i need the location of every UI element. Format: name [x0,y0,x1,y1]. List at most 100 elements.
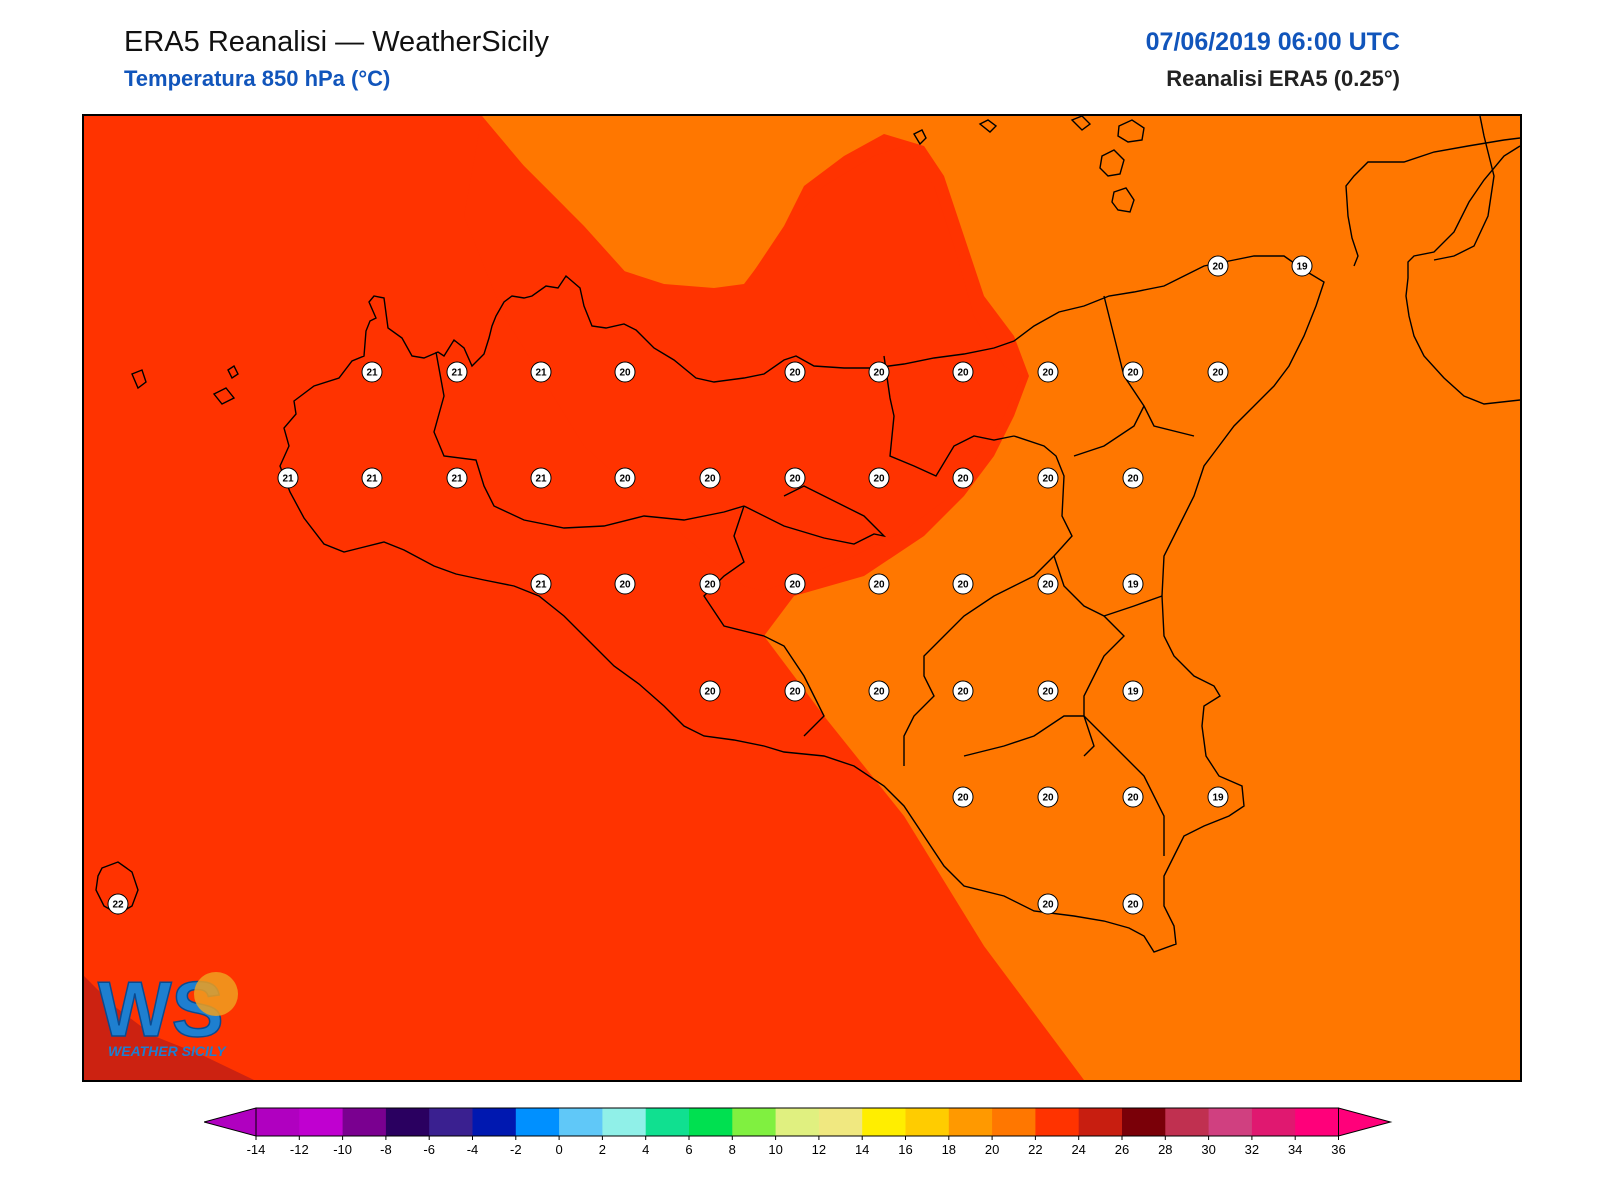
colorbar-segment [1295,1108,1340,1136]
station-marker [614,361,636,383]
island-stromboli [1070,116,1092,131]
station-markers: 20 19 21 21 21 20 20 20 20 20 20 20 21 21 21 21 20 20 20 20… [107,255,1313,915]
station-marker [699,573,721,595]
station-marker [784,361,806,383]
sun-icon [194,972,238,1016]
station-marker [868,467,890,489]
map-subtitle: Temperatura 850 hPa (°C) [124,66,391,91]
station-value: 21 [282,474,294,485]
station-marker [784,467,806,489]
colorbar-segment [905,1108,950,1136]
province-border-3 [743,485,887,545]
province-border-2 [703,505,825,737]
colorbar-frame [255,1107,1339,1137]
station-value: 21 [535,474,547,485]
temperature-map: 20 19 21 21 21 20 20 20 20 20 20 20 21 21 21 21 20 20 20 20… [82,114,1522,1082]
station-marker [952,680,974,702]
station-marker [277,467,299,489]
colorbar-tick-label: 26 [1115,1142,1129,1157]
station-marker [1207,361,1229,383]
colorbar-segment [472,1108,517,1136]
station-value: 20 [957,687,969,698]
colorbar-tick-label: 0 [555,1142,562,1157]
station-marker [614,467,636,489]
station-marker [1291,255,1313,277]
colorbar-tick-label: 16 [898,1142,912,1157]
colorbar-segment [299,1108,344,1136]
station-value: 20 [1127,474,1139,485]
station-value: 21 [535,368,547,379]
station-value: 20 [957,474,969,485]
station-marker [952,361,974,383]
forecast-datetime: 07/06/2019 06:00 UTC [1145,28,1400,56]
station-value: 20 [1042,474,1054,485]
colorbar-segment [602,1108,647,1136]
island-levanzo [227,364,239,380]
station-value: 20 [1127,793,1139,804]
station-value: 20 [619,474,631,485]
colorbar-segment [1035,1108,1080,1136]
colorbar-tick-label: 2 [599,1142,606,1157]
colorbar-segment [559,1108,603,1136]
band-18-20-north [482,116,1520,1080]
station-marker [1037,893,1059,915]
logo-name: WEATHER SICILY [108,1043,227,1059]
colorbar-segment [1208,1108,1253,1136]
station-marker [107,893,129,915]
colorbar-segment [775,1108,820,1136]
station-value: 19 [1127,580,1139,591]
province-border-7 [1083,715,1165,856]
station-marker [952,467,974,489]
colorbar-tick-label: -6 [423,1142,435,1157]
station-marker [868,573,890,595]
colorbar-tick-label: 10 [768,1142,782,1157]
island-alicudi [913,129,927,146]
colorbar-tick-label: -12 [290,1142,309,1157]
colorbar-tick-label: 8 [729,1142,736,1157]
station-marker [784,680,806,702]
calabria-coastline-2 [1405,145,1520,405]
province-border-4 [883,355,1015,477]
colorbar-tick-label: 30 [1201,1142,1215,1157]
station-value: 19 [1212,793,1224,804]
station-marker [1122,361,1144,383]
colorbar-segment [515,1108,560,1136]
colorbar-low-arrow [202,1107,257,1137]
colorbar-segment [645,1108,690,1136]
station-marker [1037,361,1059,383]
colorbar-segment [1122,1108,1166,1136]
station-marker [1122,680,1144,702]
station-value: 20 [704,474,716,485]
data-source: Reanalisi ERA5 (0.25°) [1166,66,1400,91]
station-marker [614,573,636,595]
station-value: 20 [704,687,716,698]
colorbar-tick-label: 22 [1028,1142,1042,1157]
station-value: 20 [1212,262,1224,273]
station-value: 20 [873,687,885,698]
colorbar-tick-label: 24 [1071,1142,1085,1157]
province-border-1 [433,351,745,529]
colorbar-segment [689,1108,733,1136]
station-marker [1037,573,1059,595]
station-value: 19 [1127,687,1139,698]
colorbar-segment [948,1108,993,1136]
map-canvas: 20 19 21 21 21 20 20 20 20 20 20 20 21 21 21 21 20 20 20 20… [84,116,1520,1080]
station-marker [1207,786,1229,808]
colorbar-tick-label: 14 [855,1142,869,1157]
coastlines [95,116,1520,953]
colorbar-tick-label: 4 [642,1142,649,1157]
island-marettimo [131,369,147,390]
province-border-5 [903,435,1073,766]
colorbar-high-arrow [1338,1107,1393,1137]
station-marker [699,467,721,489]
colorbar-segment [342,1108,387,1136]
station-marker [868,361,890,383]
station-marker [446,361,468,383]
colorbar-segment [256,1108,300,1136]
station-value: 21 [366,368,378,379]
calabria-coastline-3 [1433,116,1495,261]
station-value: 20 [957,793,969,804]
station-marker [1037,786,1059,808]
colorbar-tick-label: 6 [685,1142,692,1157]
station-marker [952,573,974,595]
